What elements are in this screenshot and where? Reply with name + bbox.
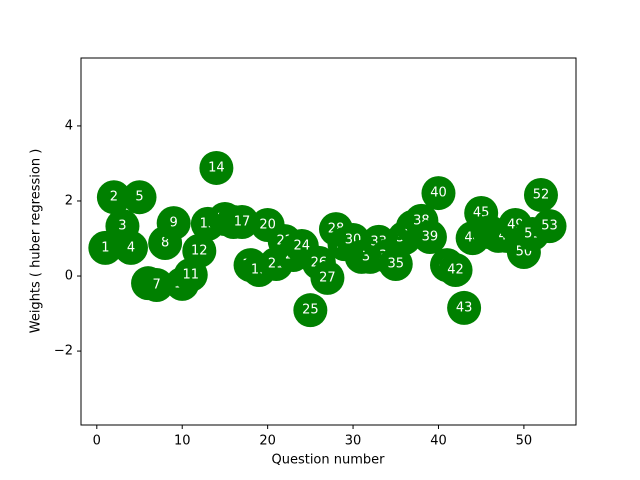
point	[412, 219, 447, 254]
point-label: 42	[447, 263, 464, 278]
point	[438, 253, 473, 288]
point-label: 17	[234, 214, 251, 229]
point	[122, 180, 157, 215]
point-label: 40	[430, 186, 447, 201]
point-label: 43	[456, 300, 473, 315]
point-label: 11	[182, 267, 199, 282]
point	[532, 209, 567, 244]
point-label: 4	[127, 240, 135, 255]
point	[447, 290, 482, 325]
y-tick-label: 4	[65, 118, 73, 133]
x-tick-label: 30	[345, 434, 362, 449]
y-tick-label: 0	[65, 269, 73, 284]
plot-frame	[80, 57, 577, 426]
point	[199, 150, 234, 185]
point-label: 14	[208, 160, 225, 175]
point	[182, 233, 217, 268]
point	[293, 293, 328, 328]
y-tick-label: 2	[65, 193, 73, 208]
point-label: 35	[387, 257, 404, 272]
point-label: 1	[101, 240, 109, 255]
point-label: 53	[541, 219, 558, 234]
point	[139, 268, 174, 303]
point	[113, 230, 148, 265]
point-label: 12	[191, 243, 208, 258]
y-tick-label: −2	[54, 344, 73, 359]
point-label: 52	[533, 187, 550, 202]
x-tick-label: 20	[259, 434, 276, 449]
y-axis-label: Weights ( huber regression )	[29, 149, 44, 334]
point	[378, 247, 413, 282]
point-label: 25	[302, 303, 319, 318]
x-tick-label: 40	[430, 434, 447, 449]
point	[156, 206, 191, 241]
x-axis-label: Question number	[271, 453, 385, 468]
point-label: 2	[110, 190, 118, 205]
x-tick-label: 50	[516, 434, 533, 449]
point-label: 27	[319, 270, 336, 285]
point	[310, 260, 345, 295]
point-label: 5	[135, 190, 143, 205]
point-label: 20	[259, 217, 276, 232]
x-tick-label: 10	[174, 434, 191, 449]
point	[96, 180, 131, 215]
point	[523, 177, 558, 212]
point	[421, 176, 456, 211]
point-label: 24	[294, 239, 311, 254]
x-tick-label: 0	[93, 434, 101, 449]
point-label: 8	[161, 236, 169, 251]
point-label: 39	[422, 229, 439, 244]
point-label: 7	[152, 278, 160, 293]
point-label: 9	[170, 216, 178, 231]
point	[225, 204, 260, 239]
point-label: 3	[118, 219, 126, 234]
